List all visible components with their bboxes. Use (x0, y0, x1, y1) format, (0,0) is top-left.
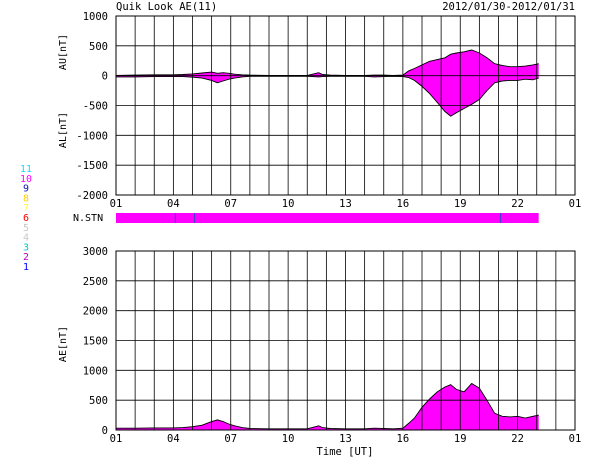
p1-xtick-label: 10 (282, 198, 295, 210)
p2-ytick-label: 2000 (83, 306, 108, 318)
p1-xtick-label: 01 (569, 198, 582, 210)
p2-ytick-label: 1500 (83, 336, 108, 348)
legend-item: 2 (23, 252, 29, 263)
p2-ytick-label: 0 (102, 425, 108, 437)
p2-xtick-label: 16 (397, 433, 410, 445)
al-axis-label: AL[nT] (58, 112, 69, 148)
p1-ytick-label: 0 (102, 71, 108, 83)
au-al-x-ticks: 01 04 07 10 13 16 19 22 01 (110, 198, 582, 210)
p1-xtick-label: 07 (224, 198, 237, 210)
chart-title: Quik Look AE(11) (116, 1, 217, 13)
legend-item: 6 (23, 213, 29, 224)
au-axis-label: AU[nT] (58, 34, 69, 70)
legend-item: 4 (23, 233, 29, 244)
legend-item: 1 (23, 262, 29, 273)
legend-item: 9 (23, 184, 29, 195)
ae-axis-label: AE[nT] (58, 326, 69, 362)
au-series-area (116, 50, 539, 76)
legend-item: 10 (20, 174, 32, 185)
p2-xtick-label: 22 (511, 433, 524, 445)
p2-xtick-label: 01 (110, 433, 123, 445)
p2-xtick-label: 04 (167, 433, 180, 445)
legend-item: 5 (23, 223, 29, 234)
p1-xtick-label: 04 (167, 198, 180, 210)
p1-xtick-label: 13 (339, 198, 352, 210)
legend-item: 8 (23, 193, 29, 204)
p1-xtick-label: 01 (110, 198, 123, 210)
al-series-line (116, 75, 539, 117)
legend-item: 7 (23, 203, 29, 214)
au-series-line (115, 49, 539, 76)
p1-xtick-label: 16 (397, 198, 410, 210)
p1-xtick-label: 19 (454, 198, 467, 210)
p1-ytick-label: -500 (83, 101, 108, 113)
station-bar-fill (116, 213, 539, 223)
legend-item: 3 (23, 242, 29, 253)
station-count-bar (116, 213, 539, 223)
p2-xtick-label: 10 (282, 433, 295, 445)
au-al-panel: 1000 500 0 -500 -1000 -1500 -2000 AU[nT] AL[nT… (58, 11, 576, 202)
p1-xtick-label: 22 (511, 198, 524, 210)
p2-xtick-label: 13 (339, 433, 352, 445)
p2-ytick-label: 2500 (83, 276, 108, 288)
ae-x-ticks: 01 04 07 10 13 16 19 22 01 (110, 433, 582, 445)
legend-item: 11 (20, 164, 32, 175)
ae-series-line (116, 382, 539, 430)
p1-ytick-label: 1000 (83, 11, 108, 23)
p1-ytick-label: 500 (89, 41, 108, 53)
stn-label: N.STN (73, 213, 103, 224)
date-range: 2012/01/30-2012/01/31 (442, 1, 575, 13)
p1-ytick-label: -1000 (76, 130, 108, 142)
p2-xtick-label: 01 (569, 433, 582, 445)
p2-ytick-label: 500 (89, 395, 108, 407)
p2-xtick-label: 07 (224, 433, 237, 445)
p2-ytick-label: 1000 (83, 365, 108, 377)
al-series-area (116, 75, 539, 117)
p1-ytick-label: -2000 (76, 190, 108, 202)
p2-ytick-label: 3000 (83, 246, 108, 258)
p2-xtick-label: 19 (454, 433, 467, 445)
ae-series-area (116, 383, 539, 430)
ae-panel: 3000 2500 2000 1500 1000 500 0 AE[nT] (58, 246, 576, 437)
p1-ytick-label: -1500 (76, 160, 108, 172)
x-axis-label: Time [UT] (317, 446, 374, 458)
